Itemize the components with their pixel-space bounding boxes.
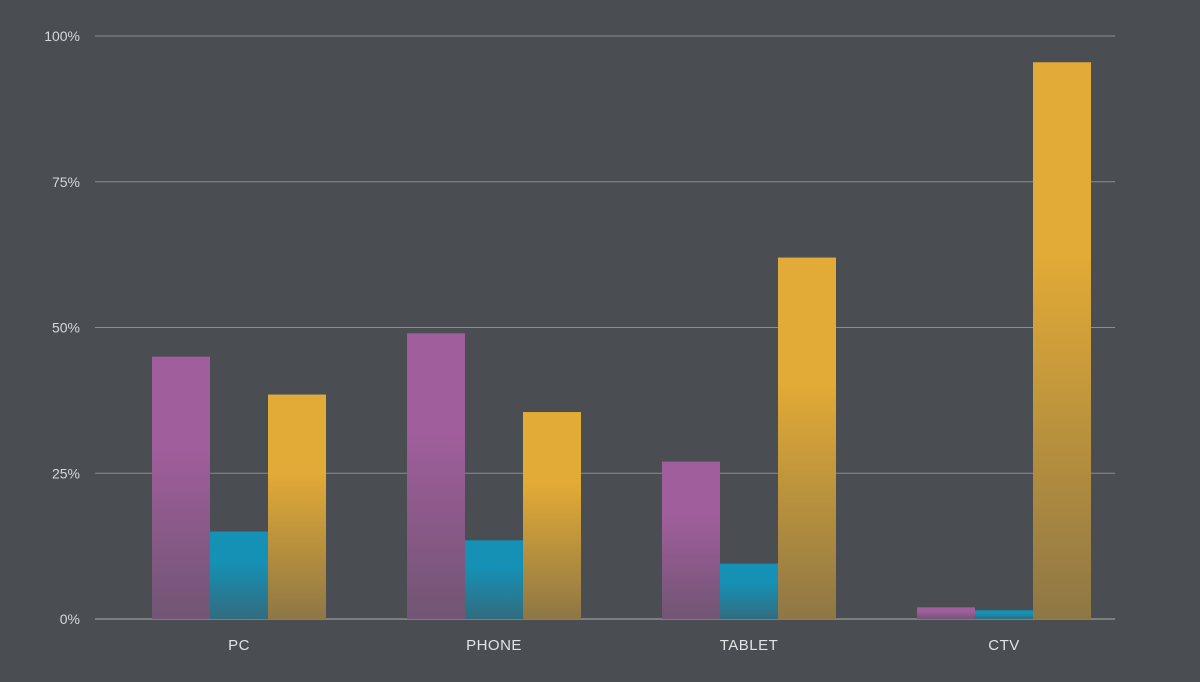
x-tick-label: TABLET	[720, 637, 779, 654]
y-tick-label: 100%	[44, 28, 80, 44]
y-tick-label: 0%	[60, 611, 80, 627]
y-axis-ticks: 0% 25% 50% 75% 100%	[44, 28, 80, 627]
bar-phone-series-3	[523, 412, 581, 619]
bar-phone-series-2	[465, 540, 523, 619]
y-tick-label: 25%	[52, 465, 80, 481]
bar-pc-series-1	[152, 356, 210, 619]
y-tick-label: 50%	[52, 320, 80, 336]
bar-tablet-series-1	[662, 461, 720, 619]
x-axis-ticks: PC PHONE TABLET CTV	[228, 637, 1020, 654]
bar-tablet-series-2	[720, 563, 778, 619]
bar-phone-series-1	[407, 333, 465, 619]
x-tick-label: PC	[228, 637, 250, 654]
bars	[152, 62, 1091, 620]
x-tick-label: PHONE	[466, 637, 522, 654]
bar-tablet-series-3	[778, 257, 836, 619]
bar-pc-series-2	[210, 531, 268, 619]
y-tick-label: 75%	[52, 174, 80, 190]
bar-ctv-series-1	[917, 607, 975, 619]
bar-ctv-series-2	[975, 610, 1033, 619]
bar-pc-series-3	[268, 394, 326, 619]
x-tick-label: CTV	[988, 637, 1020, 654]
bar-ctv-series-3	[1033, 62, 1091, 620]
